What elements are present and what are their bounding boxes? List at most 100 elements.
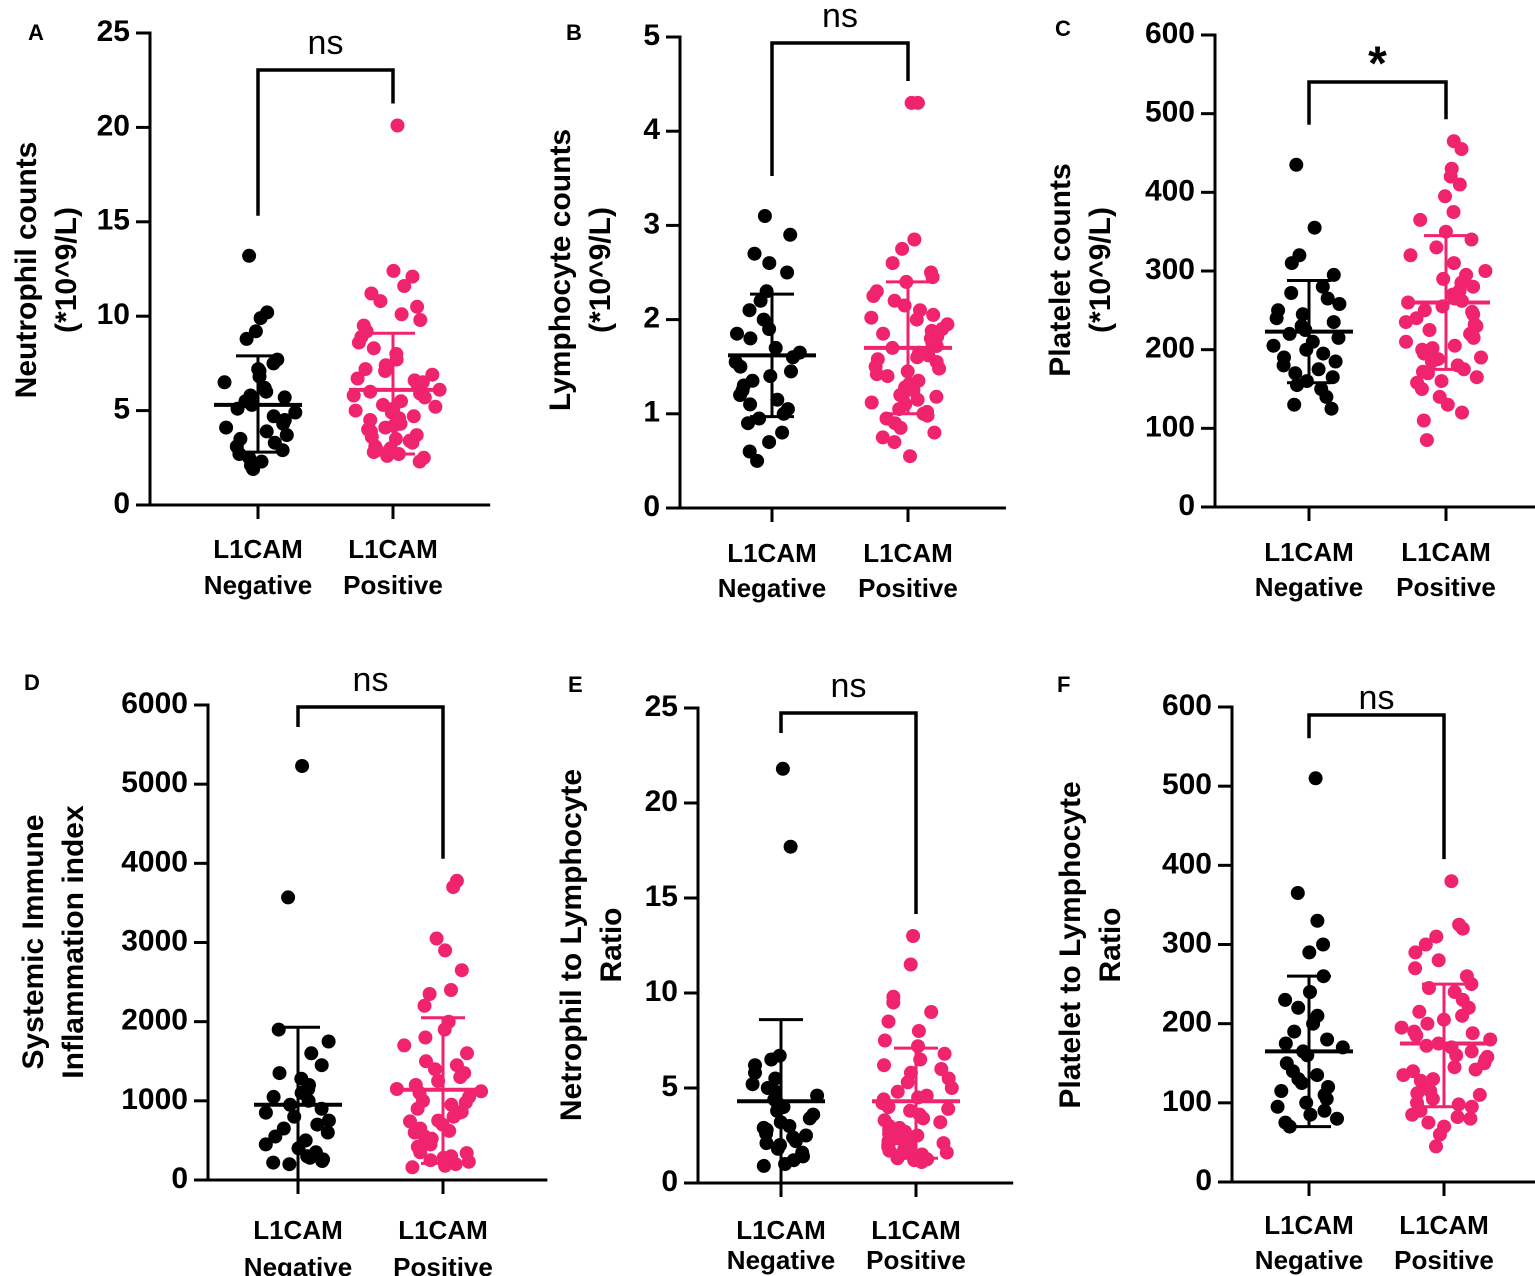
y-tick-label: 5 (661, 1070, 678, 1103)
data-point (410, 299, 425, 314)
data-point (1455, 1008, 1470, 1023)
data-point (437, 1022, 452, 1037)
data-point (753, 293, 768, 308)
data-point (1418, 937, 1433, 952)
significance-bracket (1307, 713, 1446, 860)
data-point (380, 448, 395, 463)
significance-bracket (779, 711, 918, 914)
data-point (764, 1052, 779, 1067)
data-point (926, 307, 941, 322)
data-point (757, 209, 772, 223)
data-point (1289, 157, 1304, 172)
data-point (1269, 311, 1284, 326)
data-point (869, 367, 884, 382)
data-point (281, 890, 296, 905)
data-point (410, 1101, 425, 1116)
data-point (1436, 271, 1451, 286)
panel-letter: D (24, 670, 40, 695)
data-point (423, 1153, 438, 1168)
data-point (442, 1123, 457, 1138)
panel-letter: F (1057, 672, 1070, 697)
data-point (428, 399, 443, 414)
x-category-label: L1CAM (1264, 1210, 1354, 1240)
data-point (1419, 433, 1434, 448)
data-point (895, 241, 910, 256)
x-category-label: L1CAM (398, 1215, 488, 1245)
data-point (397, 279, 412, 293)
data-point (417, 390, 432, 405)
y-tick-label: 25 (645, 690, 678, 723)
data-point (1447, 1060, 1462, 1075)
data-point (1464, 1044, 1479, 1059)
data-point (885, 256, 900, 271)
x-category-label: L1CAM (727, 538, 817, 568)
data-point (932, 361, 947, 376)
data-point (742, 444, 757, 459)
y-tick-label: 4 (643, 113, 660, 146)
data-point (934, 1062, 949, 1076)
data-point (268, 1129, 283, 1144)
data-point (295, 759, 310, 773)
panel-e: E Netrophil to Lymphocyte Ratio 0 5 10 15 20 25 L… (555, 667, 1014, 1275)
data-point (788, 1134, 803, 1149)
y-axis-label: Ratio (1094, 908, 1127, 983)
panel-letter: C (1055, 16, 1071, 41)
data-point (743, 331, 758, 346)
data-point (432, 382, 447, 397)
x-category-label: L1CAM (213, 534, 303, 564)
data-point (733, 359, 748, 374)
data-point (321, 1113, 336, 1128)
data-point (762, 322, 777, 336)
data-point (366, 341, 381, 356)
data-point (1467, 317, 1482, 332)
data-point (373, 294, 388, 309)
data-point (1455, 921, 1470, 936)
y-tick-label: 1 (643, 396, 660, 429)
data-point (1409, 1028, 1424, 1043)
data-point (745, 1077, 760, 1092)
data-point (425, 367, 440, 382)
significance-bracket (296, 705, 445, 859)
data-point (1331, 330, 1346, 345)
data-point (1316, 937, 1331, 952)
data-point (881, 1100, 896, 1114)
data-point (1446, 205, 1461, 219)
x-category-label: Positive (393, 1252, 493, 1276)
data-point (282, 1157, 297, 1172)
data-point (903, 449, 917, 464)
data-point (1451, 1097, 1466, 1112)
data-point (927, 425, 942, 440)
data-point (1452, 177, 1467, 192)
x-category-label: L1CAM (1401, 537, 1491, 567)
data-point (886, 995, 901, 1010)
y-tick-label: 600 (1162, 689, 1212, 722)
x-category-label: Negative (718, 573, 826, 603)
data-point (864, 395, 879, 410)
data-point (350, 371, 365, 386)
data-point (1425, 1091, 1440, 1106)
data-point (1326, 267, 1341, 282)
data-point (770, 1141, 785, 1156)
data-point (750, 453, 765, 468)
data-point (315, 1154, 330, 1168)
data-point (910, 95, 925, 110)
data-point (239, 331, 254, 346)
data-point (419, 1054, 433, 1069)
data-point (1410, 375, 1425, 390)
data-point (258, 1137, 273, 1152)
y-tick-label: 10 (645, 975, 678, 1008)
data-point (1399, 334, 1413, 349)
data-point (258, 1105, 273, 1120)
data-point (271, 1022, 286, 1037)
data-point (1299, 1095, 1314, 1110)
x-category-label: Positive (858, 573, 958, 603)
x-category-label: L1CAM (348, 534, 438, 564)
data-point (314, 1058, 329, 1073)
data-point (266, 409, 281, 424)
data-point (743, 397, 758, 412)
data-point (1413, 1073, 1428, 1088)
data-point (1463, 1111, 1478, 1126)
x-category-label: Negative (244, 1252, 352, 1276)
data-point (1320, 1032, 1335, 1047)
y-axis-label: Inflammation index (57, 805, 90, 1079)
